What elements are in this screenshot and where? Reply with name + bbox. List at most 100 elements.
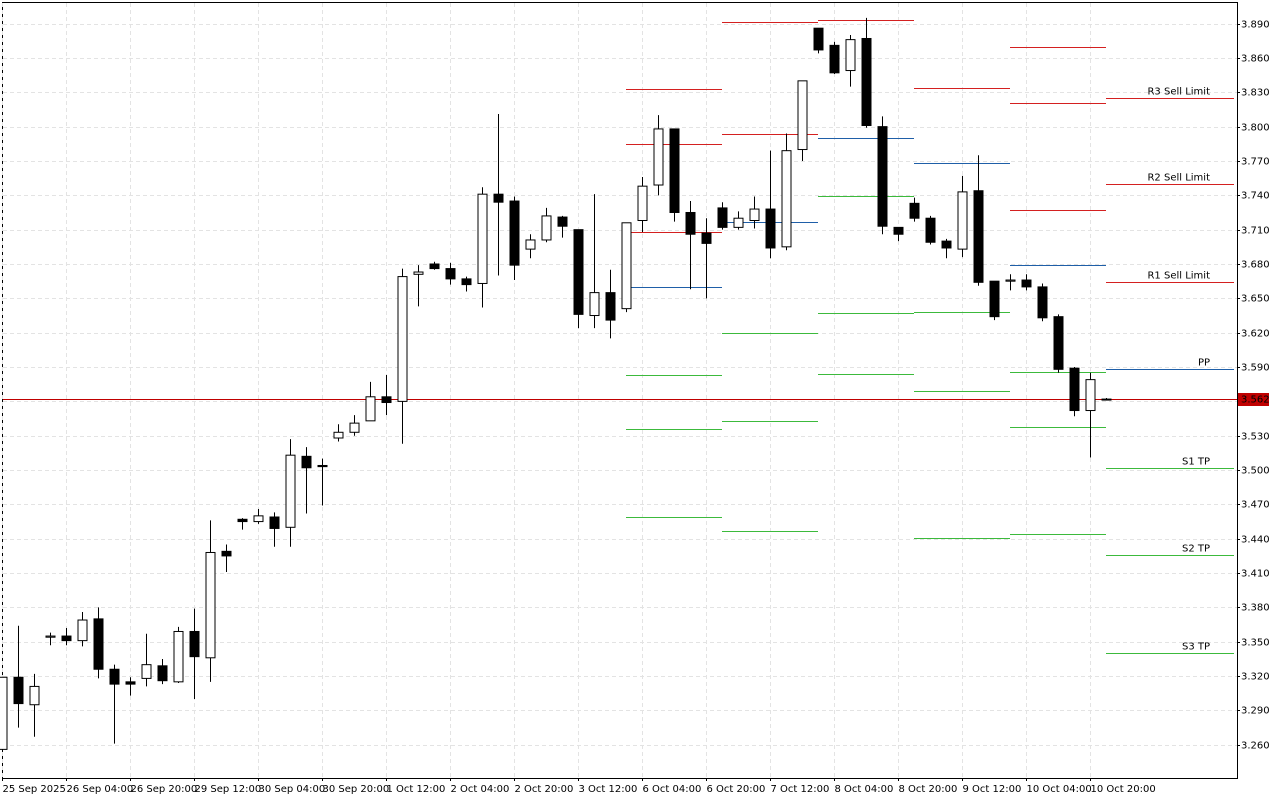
candle-body [413,271,424,275]
candle-body [365,396,376,422]
candle-body [1085,379,1096,412]
candle-body [77,619,88,642]
candle-body [989,280,1000,318]
x-tick-label: 8 Oct 20:00 [899,784,958,795]
y-tick-label: 3.860 [1241,54,1270,65]
candle-body [0,676,8,750]
candle-body [173,630,184,683]
y-tick-label: 3.350 [1241,638,1270,649]
candle-body [189,630,200,658]
x-tick-label: 29 Sep 12:00 [195,784,262,795]
y-tick-label: 3.260 [1241,741,1270,752]
candle-body [253,515,264,523]
candle-body [525,239,536,250]
x-tick-label: 10 Oct 04:00 [1027,784,1092,795]
y-tick-label: 3.800 [1241,123,1270,134]
pivot-label: S3 TP [1182,642,1210,653]
y-tick-label: 3.500 [1241,466,1270,477]
candle-body [333,431,344,439]
candle-body [669,128,680,213]
x-tick-label: 6 Oct 20:00 [707,784,766,795]
pivot-label: S2 TP [1182,544,1210,555]
candle-body [269,516,280,529]
candle-body [781,150,792,248]
candle-body [397,276,408,402]
candle-body [717,207,728,228]
y-tick-label: 3.470 [1241,500,1270,511]
y-tick-label: 3.650 [1241,294,1270,305]
x-tick-label: 30 Sep 20:00 [323,784,390,795]
y-tick-label: 3.770 [1241,157,1270,168]
y-tick-label: 3.890 [1241,20,1270,31]
y-tick-label: 3.320 [1241,672,1270,683]
y-tick-label: 3.440 [1241,535,1270,546]
x-tick-label: 26 Sep 04:00 [67,784,134,795]
x-tick-label: 6 Oct 04:00 [643,784,702,795]
x-tick-label: 9 Oct 12:00 [963,784,1022,795]
y-tick-label: 3.410 [1241,569,1270,580]
candle-body [685,211,696,235]
last-price-label: 3.562 [1241,395,1270,406]
candle-body [797,80,808,151]
x-tick-label: 8 Oct 04:00 [835,784,894,795]
candle-body [557,216,568,227]
x-tick-label: 3 Oct 12:00 [579,784,638,795]
candle-body [893,226,904,235]
candle-body [493,193,504,203]
x-tick-label: 1 Oct 12:00 [387,784,446,795]
x-tick-label: 2 Oct 04:00 [451,784,510,795]
candle-body [957,191,968,250]
candle-body [477,193,488,284]
candle-body [749,208,760,222]
last-price-tag [1238,393,1269,406]
pivot-label: PP [1198,358,1210,369]
candle-body [509,200,520,266]
candle-body [125,681,136,685]
candle-body [973,190,984,283]
candle-body [1069,367,1080,412]
candle-body [429,263,440,270]
candle-body [349,422,360,433]
y-tick-label: 3.830 [1241,88,1270,99]
candle-body [1037,286,1048,319]
x-tick-label: 30 Sep 04:00 [259,784,326,795]
candle-body [93,618,104,670]
candle-body [61,635,72,642]
y-tick-label: 3.710 [1241,226,1270,237]
candle-body [461,278,472,286]
candle-body [13,676,24,705]
candle-body [445,268,456,280]
candle-body [205,551,216,659]
y-tick-label: 3.290 [1241,706,1270,717]
candle-body [237,518,248,523]
candle-body [733,217,744,228]
candle-body [1005,279,1016,282]
candle-body [541,215,552,241]
candle-body [845,39,856,72]
candle-body [637,185,648,222]
pivot-label: S1 TP [1182,457,1210,468]
candle-body [701,232,712,244]
candle-body [589,292,600,317]
candle-body [605,292,616,321]
candle-body [909,202,920,219]
pivot-label: R3 Sell Limit [1147,87,1210,98]
x-tick-label: 7 Oct 12:00 [771,784,830,795]
candle-body [1053,316,1064,370]
y-tick-label: 3.740 [1241,191,1270,202]
y-tick-label: 3.620 [1241,329,1270,340]
y-tick-label: 3.680 [1241,260,1270,271]
candle-body [1101,398,1112,401]
y-tick-label: 3.380 [1241,603,1270,614]
candle-body [621,222,632,310]
candle-body [109,668,120,685]
candle-body [861,37,872,126]
candle-body [221,550,232,557]
x-tick-label: 26 Sep 20:00 [131,784,198,795]
x-tick-label: 25 Sep 2025 [3,784,66,795]
y-tick-label: 3.590 [1241,363,1270,374]
candle-body [573,229,584,315]
candle-body [157,665,168,682]
